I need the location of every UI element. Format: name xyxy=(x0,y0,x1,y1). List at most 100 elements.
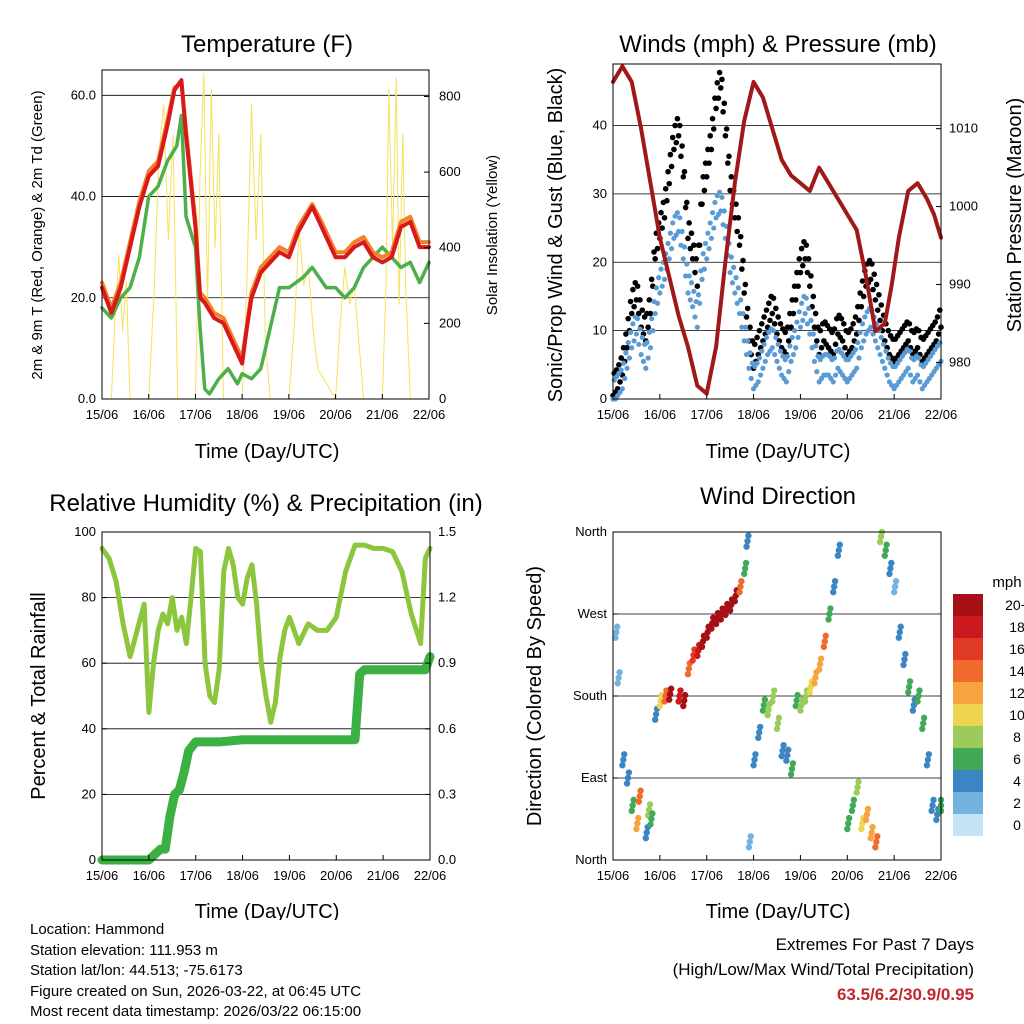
total-precipitation-line xyxy=(97,652,435,865)
wind-point xyxy=(685,290,691,296)
direction-point xyxy=(928,807,935,814)
wind-point xyxy=(916,355,922,361)
wind-point xyxy=(631,338,637,344)
direction-point xyxy=(815,666,823,673)
humidity-plot-frame xyxy=(101,531,431,861)
y2tick-label: 980 xyxy=(949,354,971,369)
gust-point xyxy=(658,209,664,216)
gust-point xyxy=(707,132,714,139)
direction-point xyxy=(647,821,654,828)
ytick-label: 40.0 xyxy=(71,189,96,204)
wind-point xyxy=(852,346,859,353)
wind-point xyxy=(670,220,676,226)
wind-point xyxy=(727,269,733,276)
direction-point xyxy=(845,814,853,822)
direction-point xyxy=(905,689,912,696)
wind-point xyxy=(665,240,671,247)
direction-point xyxy=(924,756,932,763)
direction-point xyxy=(881,552,888,559)
direction-point xyxy=(703,634,710,641)
direction-point xyxy=(916,687,923,694)
direction-point xyxy=(869,824,876,831)
colorbar: 20+ 18 16 14 12 10 8 6 4 2 0 xyxy=(953,594,1024,836)
direction-point xyxy=(666,696,673,703)
gust-point xyxy=(805,256,812,262)
gust-point xyxy=(788,324,794,331)
gust-point xyxy=(634,283,641,289)
xtick-label: 20/06 xyxy=(831,868,864,883)
temperature-y2label: Solar Insolation (Yellow) xyxy=(484,155,501,315)
wind-point xyxy=(883,348,889,354)
colorbar-label: 10 xyxy=(1009,707,1024,723)
direction-point xyxy=(801,698,809,705)
gust-point xyxy=(624,344,630,351)
wind-point xyxy=(813,343,819,349)
gust-point xyxy=(722,132,729,139)
direction-point xyxy=(789,760,797,767)
ytick-label: 80 xyxy=(82,590,96,605)
direction-point xyxy=(747,833,754,840)
wind-point xyxy=(733,275,739,281)
gust-point xyxy=(742,281,749,288)
wind-point xyxy=(712,199,718,206)
xtick-label: 20/06 xyxy=(319,407,352,422)
wind-point xyxy=(680,256,686,262)
wind-point xyxy=(755,379,761,385)
gust-point xyxy=(648,276,655,283)
extremes-title: Extremes For Past 7 Days xyxy=(775,935,974,954)
xtick-label: 22/06 xyxy=(414,868,447,883)
xtick-label: 15/06 xyxy=(86,407,119,422)
gust-point xyxy=(639,307,646,313)
gust-point xyxy=(627,298,634,305)
wind-point xyxy=(882,365,888,371)
gust-point xyxy=(876,291,882,298)
gust-point xyxy=(735,215,742,221)
gust-point xyxy=(720,109,726,115)
wind-point xyxy=(626,355,633,361)
gust-point xyxy=(743,314,750,320)
wind-point xyxy=(709,210,716,216)
gust-point xyxy=(736,242,743,248)
direction-point xyxy=(684,670,692,678)
direction-point xyxy=(760,701,768,709)
wind-point xyxy=(694,324,700,330)
colorbar-label: 8 xyxy=(1013,729,1021,745)
gust-point xyxy=(664,197,670,204)
wind-point xyxy=(619,386,625,392)
direction-point xyxy=(628,807,635,814)
wind-point xyxy=(914,372,921,378)
wind-point xyxy=(740,310,746,317)
direction-point xyxy=(797,707,804,714)
direction-point xyxy=(848,807,856,814)
xtick-label: 15/06 xyxy=(597,868,630,883)
direction-point xyxy=(642,834,649,842)
direction-point xyxy=(738,578,745,585)
direction-point xyxy=(930,796,937,804)
wind-point xyxy=(639,334,645,341)
gust-point xyxy=(685,235,691,242)
xtick-label: 16/06 xyxy=(644,868,677,883)
wind-point xyxy=(868,324,874,330)
direction-point xyxy=(925,751,933,758)
wind-point xyxy=(800,317,806,323)
wind-point xyxy=(674,210,681,216)
gust-point xyxy=(769,310,776,317)
colorbar-swatch xyxy=(953,616,983,638)
wind-point xyxy=(795,334,801,341)
humidity-title: Relative Humidity (%) & Precipitation (i… xyxy=(49,490,482,517)
wind-point xyxy=(654,300,661,306)
wind-point xyxy=(644,339,650,346)
ytick-label: 30 xyxy=(593,186,607,201)
gust-point xyxy=(804,269,811,276)
direction-point xyxy=(817,655,825,662)
temperature-title: Temperature (F) xyxy=(181,31,353,58)
y2tick-label: 400 xyxy=(439,240,461,255)
ytick-label: 20 xyxy=(593,254,607,269)
ytick-label: 10 xyxy=(593,323,607,338)
gust-point xyxy=(741,290,747,296)
direction-point xyxy=(816,660,824,668)
direction-point xyxy=(675,698,682,705)
gust-point xyxy=(714,80,721,86)
wind-point xyxy=(705,230,711,236)
colorbar-swatch xyxy=(953,638,983,660)
